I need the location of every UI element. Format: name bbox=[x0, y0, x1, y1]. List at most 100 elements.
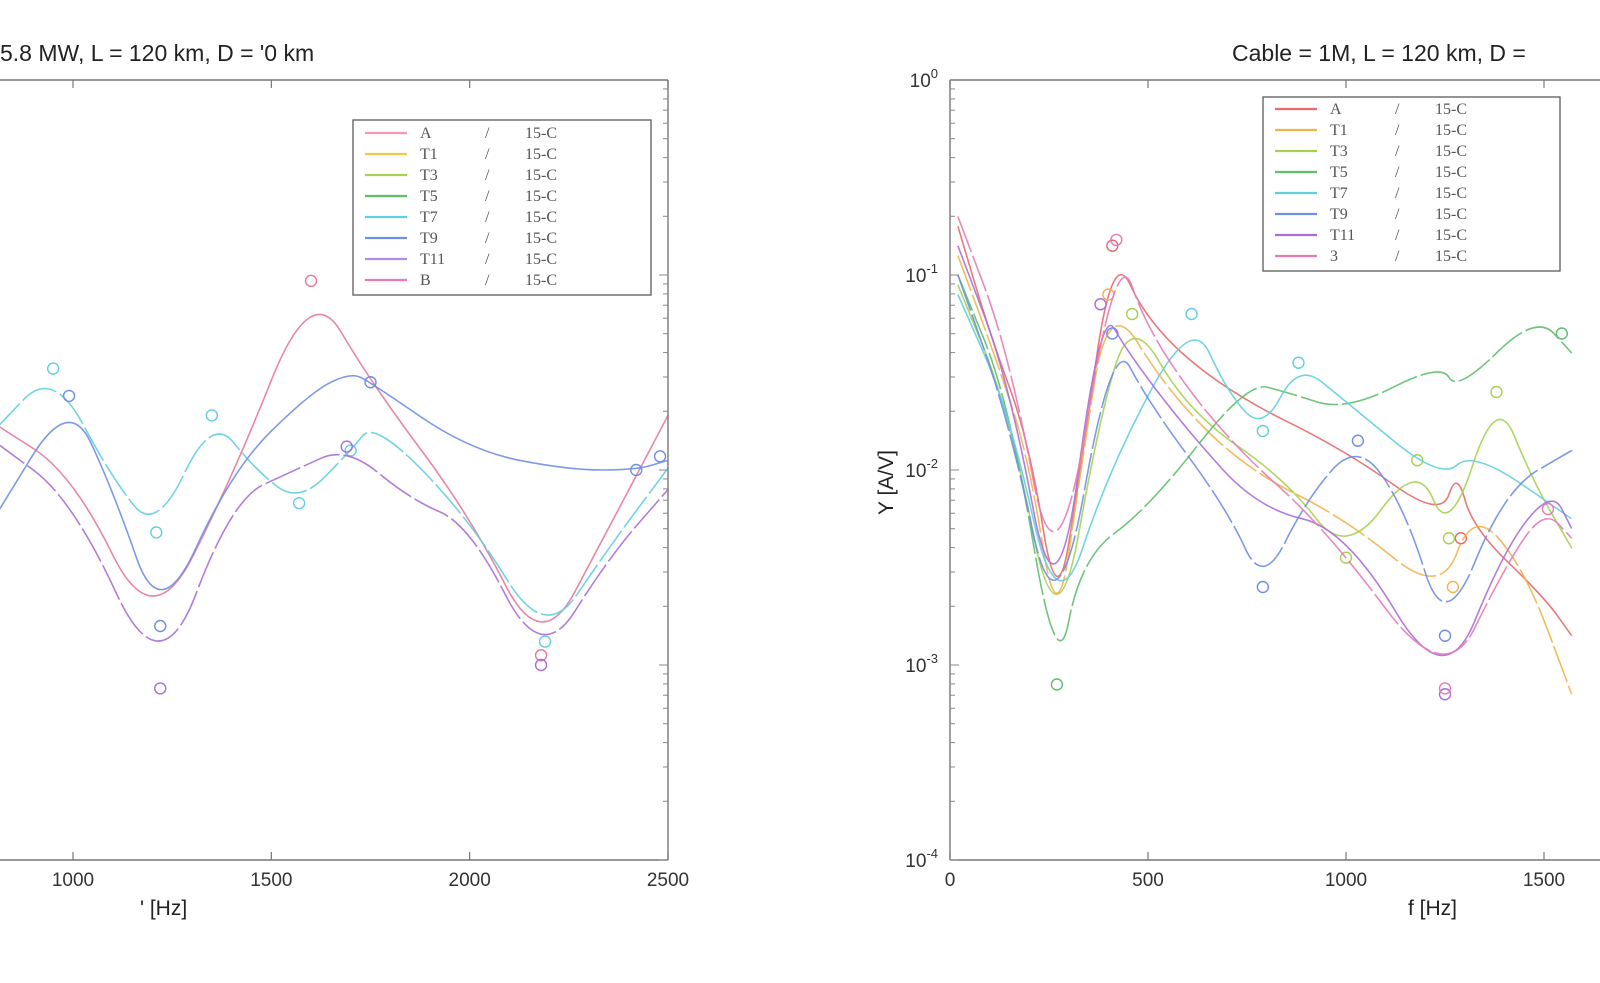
left-legend-name-7: B bbox=[420, 272, 431, 289]
right-legend-name-5: T9 bbox=[1330, 206, 1348, 223]
left-series-1-marker-3 bbox=[292, 496, 306, 510]
left-legend-tag-3: 15-C bbox=[525, 188, 557, 205]
right-series-line-5 bbox=[957, 274, 1573, 603]
left-legend-mid-0: / bbox=[485, 125, 490, 142]
right-legend-name-7: 3 bbox=[1330, 248, 1338, 265]
left-plot-title: 5.8 MW, L = 120 km, D = '0 km bbox=[0, 40, 314, 66]
right-x-tick-label-2: 1000 bbox=[1325, 870, 1367, 891]
left-legend-mid-3: / bbox=[485, 188, 490, 205]
right-plot: Cable = 1M, L = 120 km, D = 0 500 1000 1500… bbox=[875, 40, 1600, 920]
right-series-3-marker-1 bbox=[1555, 327, 1569, 340]
right-series-line-4 bbox=[957, 294, 1573, 582]
right-series-line-0 bbox=[957, 226, 1573, 637]
left-legend: A / 15-C T1 / 15-C T3 / 15-C T5 / 15-C T7 / 15-C T9 / 15-… bbox=[352, 119, 652, 296]
left-series-2-marker-2 bbox=[364, 376, 377, 389]
left-legend-tag-4: 15-C bbox=[525, 209, 557, 226]
left-legend-tag-7: 15-C bbox=[525, 272, 557, 289]
left-series-3-marker-1 bbox=[340, 440, 353, 453]
right-legend-tag-7: 15-C bbox=[1435, 248, 1467, 265]
right-legend-tag-6: 15-C bbox=[1435, 227, 1467, 244]
right-y-tick-label-1: 10-3 bbox=[905, 651, 938, 677]
left-legend-name-5: T9 bbox=[420, 230, 438, 247]
left-series-1-marker-0 bbox=[46, 362, 60, 375]
left-x-axis-label: ' [Hz] bbox=[140, 897, 187, 920]
left-legend-tag-1: 15-C bbox=[525, 146, 557, 163]
right-x-tick-label-0: 0 bbox=[945, 870, 956, 891]
right-y-tick-label-3: 10-1 bbox=[905, 261, 938, 287]
right-series-1-marker-1 bbox=[1446, 580, 1460, 594]
right-series-5-marker-3 bbox=[1438, 629, 1452, 642]
left-legend-name-6: T11 bbox=[420, 251, 445, 268]
right-series-0-marker-1 bbox=[1454, 532, 1468, 545]
right-legend-mid-6: / bbox=[1395, 227, 1400, 244]
left-series-group bbox=[0, 274, 669, 695]
right-series-7-marker-0 bbox=[1110, 233, 1123, 247]
right-legend-name-3: T5 bbox=[1330, 164, 1348, 181]
right-series-2-marker-2 bbox=[1411, 454, 1424, 467]
right-series-7-marker-2 bbox=[1541, 502, 1555, 516]
right-legend-mid-0: / bbox=[1395, 101, 1400, 118]
right-series-4-marker-0 bbox=[1185, 307, 1198, 321]
right-series-5-marker-1 bbox=[1256, 580, 1270, 594]
right-series-line-3 bbox=[957, 274, 1573, 642]
right-legend-tag-2: 15-C bbox=[1435, 143, 1467, 160]
left-legend-mid-6: / bbox=[485, 251, 490, 268]
left-series-0-marker-0 bbox=[304, 274, 318, 288]
left-x-tick-label-2: 2000 bbox=[449, 870, 491, 891]
right-series-line-7 bbox=[957, 216, 1573, 655]
left-series-2-marker-3 bbox=[630, 463, 643, 477]
right-y-tick-label-2: 10-2 bbox=[905, 456, 938, 482]
left-series-2-marker-1 bbox=[154, 619, 167, 633]
left-series-1-marker-1 bbox=[150, 526, 163, 539]
left-plot: 5.8 MW, L = 120 km, D = '0 km 1000 1500 20… bbox=[0, 40, 689, 920]
left-series-1-marker-5 bbox=[538, 635, 552, 648]
right-legend-mid-3: / bbox=[1395, 164, 1400, 181]
left-legend-mid-4: / bbox=[485, 209, 490, 226]
right-series-5-marker-2 bbox=[1351, 434, 1365, 447]
right-series-2-marker-0 bbox=[1125, 307, 1139, 321]
left-series-1-marker-2 bbox=[205, 409, 219, 422]
right-legend-mid-7: / bbox=[1395, 248, 1400, 265]
left-series-3-marker-2 bbox=[534, 658, 548, 672]
left-legend-name-1: T1 bbox=[420, 146, 438, 163]
right-series-2-marker-3 bbox=[1442, 532, 1456, 545]
right-series-3-marker-0 bbox=[1050, 678, 1064, 691]
left-legend-mid-7: / bbox=[485, 272, 490, 289]
right-legend-tag-0: 15-C bbox=[1435, 101, 1467, 118]
left-legend-name-0: A bbox=[420, 125, 432, 142]
left-legend-mid-2: / bbox=[485, 167, 490, 184]
right-series-7-marker-1 bbox=[1438, 682, 1452, 695]
right-legend-tag-3: 15-C bbox=[1435, 164, 1467, 181]
right-legend-name-6: T11 bbox=[1330, 227, 1355, 244]
right-axis-ticks: 0 500 1000 1500 10-4 10-3 10-2 10-1 100 bbox=[905, 66, 1565, 891]
right-legend-mid-2: / bbox=[1395, 143, 1400, 160]
right-legend-name-0: A bbox=[1330, 101, 1342, 118]
left-axis-ticks: 1000 1500 2000 2500 bbox=[52, 80, 689, 891]
left-series-2-marker-0 bbox=[62, 389, 76, 403]
right-legend-mid-4: / bbox=[1395, 185, 1400, 202]
right-legend-name-2: T3 bbox=[1330, 143, 1348, 160]
right-series-4-marker-1 bbox=[1256, 424, 1270, 438]
right-legend-name-4: T7 bbox=[1330, 185, 1348, 202]
left-series-line-1 bbox=[0, 387, 669, 616]
right-x-tick-label-3: 1500 bbox=[1523, 870, 1565, 891]
right-y-tick-label-4: 100 bbox=[910, 66, 938, 92]
right-legend-tag-4: 15-C bbox=[1435, 185, 1467, 202]
right-series-line-6 bbox=[957, 245, 1573, 657]
right-series-2-marker-4 bbox=[1490, 385, 1503, 399]
left-x-tick-label-0: 1000 bbox=[52, 870, 94, 891]
left-series-line-3 bbox=[0, 444, 669, 642]
left-legend-name-2: T3 bbox=[420, 167, 438, 184]
left-legend-mid-5: / bbox=[485, 230, 490, 247]
left-legend-name-4: T7 bbox=[420, 209, 438, 226]
right-y-axis-label: Y [A/V] bbox=[875, 450, 898, 515]
right-series-6-marker-0 bbox=[1094, 298, 1107, 311]
right-series-6-marker-1 bbox=[1438, 688, 1452, 701]
right-series-line-2 bbox=[957, 284, 1573, 596]
left-legend-tag-5: 15-C bbox=[525, 230, 557, 247]
left-series-0-marker-1 bbox=[534, 649, 548, 662]
right-y-tick-label-0: 10-4 bbox=[905, 846, 938, 872]
right-plot-title: Cable = 1M, L = 120 km, D = bbox=[1232, 40, 1526, 66]
right-legend-mid-5: / bbox=[1395, 206, 1400, 223]
